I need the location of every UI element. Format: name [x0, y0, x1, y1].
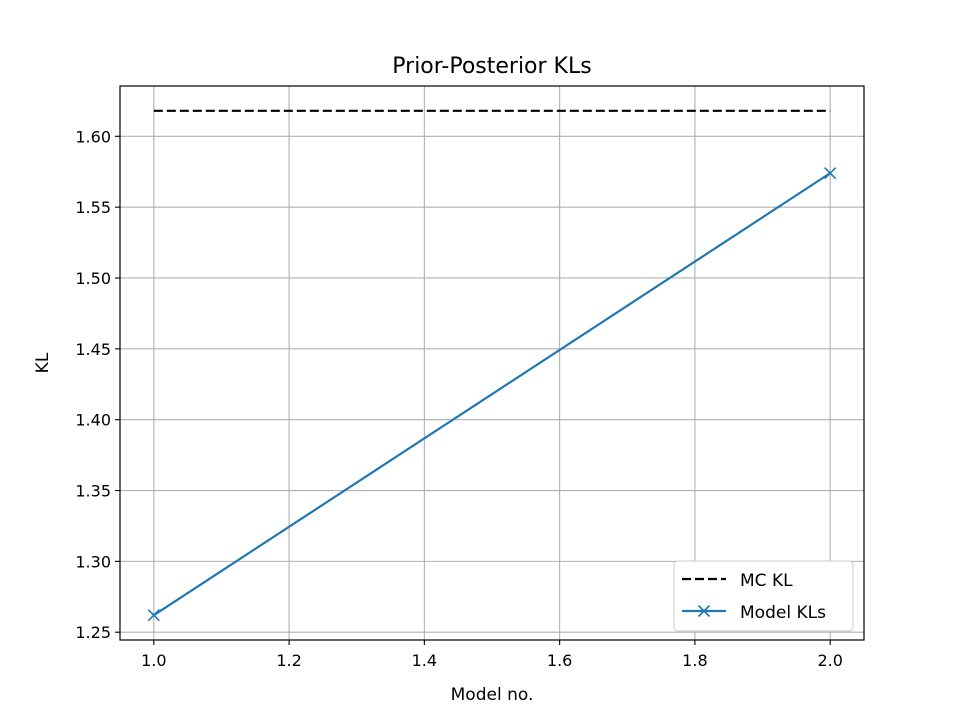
- x-tick-label: 1.8: [682, 651, 707, 670]
- marker-stroke: [824, 167, 837, 180]
- y-tick-label: 1.60: [75, 127, 111, 146]
- x-axis-label: Model no.: [451, 685, 534, 705]
- series-layer: [147, 109, 837, 622]
- legend-items: MC KL Model KLs: [682, 571, 826, 623]
- series-line-model-kls: [153, 172, 831, 617]
- x-tick-label: 1.2: [276, 651, 301, 670]
- y-tick-label: 1.40: [75, 411, 111, 430]
- chart-title: Prior-Posterior KLs: [392, 54, 591, 79]
- y-tick-label: 1.45: [75, 340, 111, 359]
- legend: MC KL Model KLs: [673, 560, 854, 632]
- data-point: [824, 167, 837, 180]
- legend-box: [673, 560, 854, 632]
- grid: [120, 86, 864, 640]
- marker-stroke: [147, 609, 160, 622]
- y-tick-label: 1.35: [75, 482, 111, 501]
- y-tick-label: 1.30: [75, 552, 111, 571]
- legend-entry: Model KLs: [682, 603, 826, 623]
- y-tick-label: 1.55: [75, 198, 111, 217]
- plot-frame: [119, 85, 865, 641]
- legend-marker: [697, 604, 711, 618]
- x-tick-label: 1.4: [412, 651, 437, 670]
- x-tick-label: 1.0: [141, 651, 166, 670]
- y-axis-ticks: 1.25 1.30 1.35 1.40 1.45 1.50 1.55 1.60: [75, 127, 120, 642]
- y-tick-label: 1.25: [75, 623, 111, 642]
- data-point: [147, 609, 160, 622]
- x-tick-label: 1.6: [547, 651, 572, 670]
- legend-label: MC KL: [740, 571, 793, 591]
- x-axis-ticks: 1.0 1.2 1.4 1.6 1.8 2.0: [141, 640, 843, 670]
- y-tick-label: 1.50: [75, 269, 111, 288]
- x-tick-label: 2.0: [817, 651, 842, 670]
- legend-entry: MC KL: [682, 571, 793, 591]
- y-axis-label: KL: [33, 352, 53, 373]
- legend-label: Model KLs: [740, 603, 826, 623]
